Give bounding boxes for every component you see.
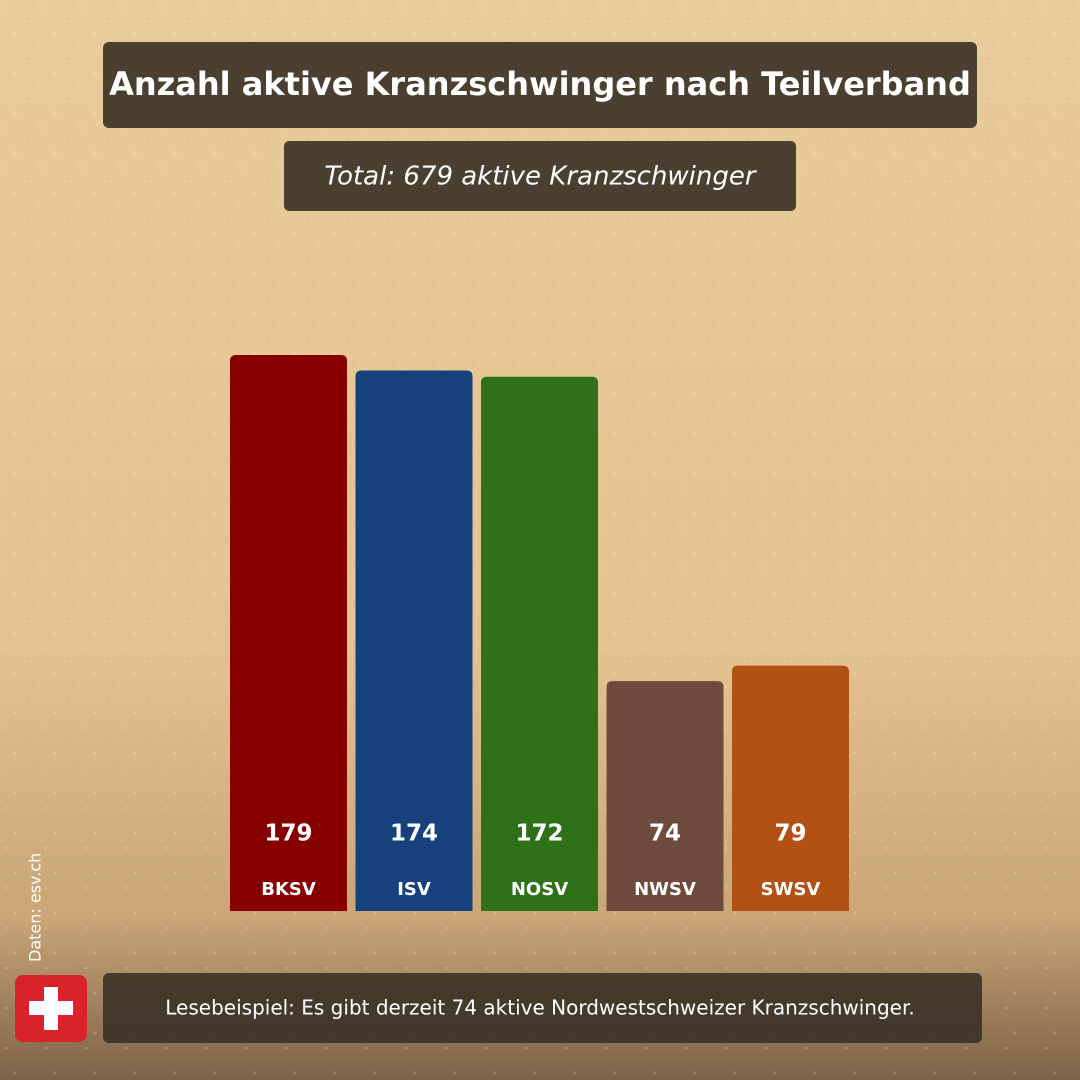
bar: [481, 376, 598, 911]
title-box: [103, 42, 977, 128]
value-label: 174: [390, 821, 438, 847]
chart-title: Anzahl aktive Kranzschwinger nach Teilve…: [109, 65, 971, 103]
category-label: NWSV: [634, 879, 696, 900]
value-label: 179: [264, 821, 312, 847]
value-label: 172: [515, 821, 563, 847]
logo: [15, 975, 87, 1042]
logo-cross: [29, 1001, 73, 1015]
category-label: ISV: [397, 879, 431, 900]
bar: [230, 355, 347, 911]
value-label: 74: [649, 821, 681, 847]
subtitle-box: [284, 141, 796, 211]
bars: 179 BKSV 174 ISV 172 NOSV 74 NWSV 79 SWSV: [230, 355, 849, 911]
category-label: SWSV: [761, 879, 821, 900]
value-label: 79: [774, 821, 806, 847]
note: Lesebeispiel: Es gibt derzeit 74 aktive …: [165, 996, 914, 1020]
category-label: NOSV: [511, 879, 568, 900]
subtitle: Total: 679 aktive Kranzschwinger: [324, 162, 757, 192]
category-label: BKSV: [261, 879, 316, 900]
source: Daten: esv.ch: [26, 853, 45, 962]
bar: [732, 665, 849, 911]
bar: [355, 370, 473, 911]
bar: [606, 681, 724, 911]
note-box: [103, 973, 982, 1043]
